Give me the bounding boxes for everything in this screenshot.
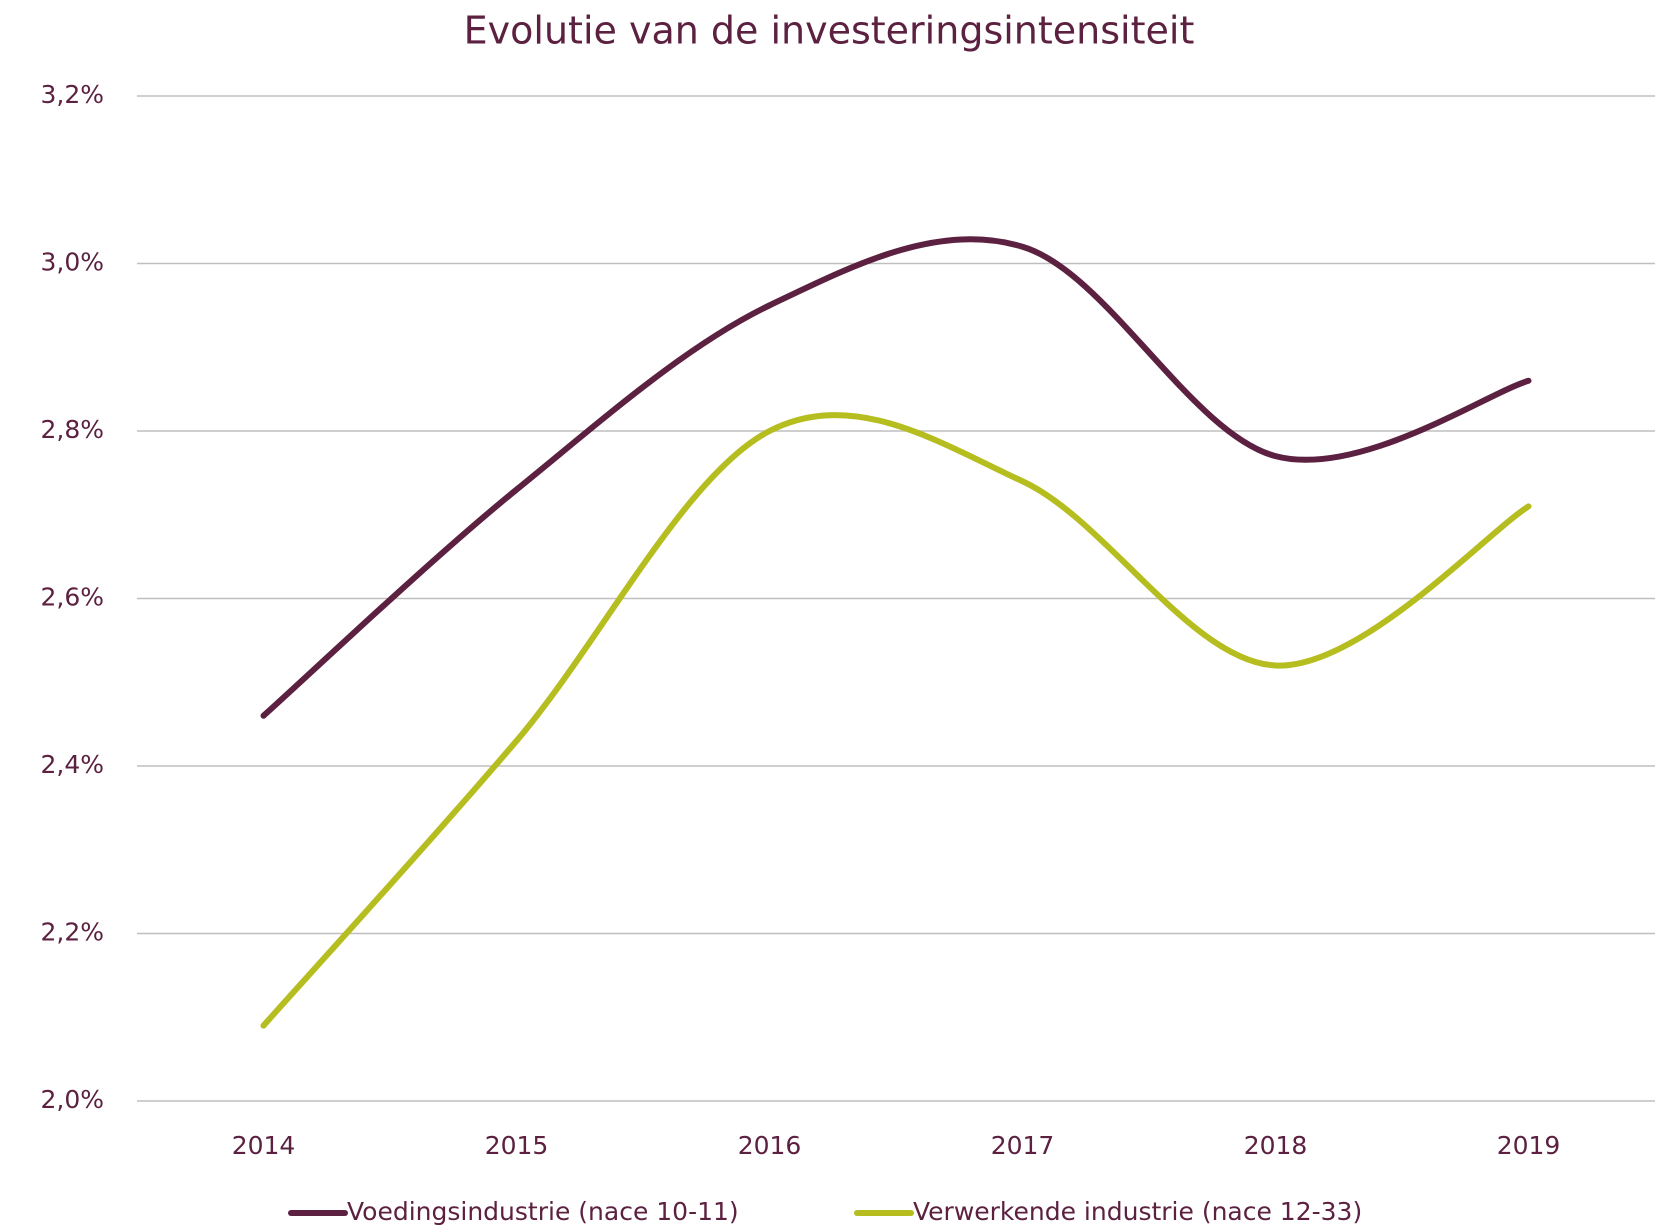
- series-line: [260, 236, 1532, 719]
- x-tick-label: 2014: [232, 1131, 296, 1160]
- y-tick-label: 2,6%: [40, 583, 104, 612]
- x-tick-label: 2019: [1497, 1131, 1561, 1160]
- chart-title: Evolutie van de investeringsintensiteit: [464, 9, 1195, 53]
- legend-label: Verwerkende industrie (nace 12-33): [913, 1197, 1362, 1226]
- legend-label: Voedingsindustrie (nace 10-11): [347, 1197, 739, 1226]
- series-line: [260, 412, 1532, 1029]
- y-tick-label: 2,0%: [40, 1085, 104, 1114]
- y-tick-label: 3,2%: [40, 80, 104, 109]
- y-tick-label: 2,2%: [40, 918, 104, 947]
- x-tick-label: 2018: [1244, 1131, 1308, 1160]
- y-tick-label: 3,0%: [40, 248, 104, 277]
- x-tick-label: 2015: [485, 1131, 549, 1160]
- y-tick-label: 2,4%: [40, 750, 104, 779]
- x-tick-label: 2016: [738, 1131, 802, 1160]
- x-tick-label: 2017: [991, 1131, 1055, 1160]
- y-tick-label: 2,8%: [40, 415, 104, 444]
